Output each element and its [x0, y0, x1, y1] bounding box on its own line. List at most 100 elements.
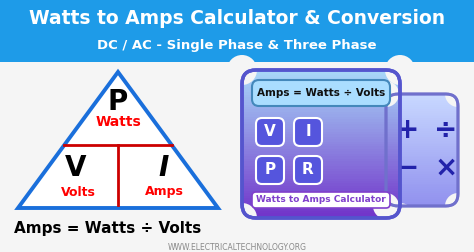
FancyBboxPatch shape: [386, 131, 458, 134]
FancyBboxPatch shape: [242, 137, 400, 140]
FancyBboxPatch shape: [242, 146, 400, 150]
FancyBboxPatch shape: [256, 118, 284, 146]
FancyBboxPatch shape: [242, 112, 400, 115]
FancyBboxPatch shape: [242, 183, 400, 187]
FancyBboxPatch shape: [386, 185, 458, 188]
FancyBboxPatch shape: [242, 208, 400, 212]
Circle shape: [227, 55, 257, 85]
FancyBboxPatch shape: [242, 186, 400, 190]
Text: Watts to Amps Calculator: Watts to Amps Calculator: [256, 196, 386, 205]
FancyBboxPatch shape: [386, 184, 458, 186]
FancyBboxPatch shape: [386, 116, 458, 119]
FancyBboxPatch shape: [242, 213, 400, 216]
FancyBboxPatch shape: [386, 155, 458, 159]
FancyBboxPatch shape: [386, 111, 458, 114]
Circle shape: [373, 81, 399, 107]
FancyBboxPatch shape: [242, 142, 400, 145]
Text: Watts to Amps Calculator & Conversion: Watts to Amps Calculator & Conversion: [29, 9, 445, 27]
FancyBboxPatch shape: [242, 134, 400, 138]
Text: WWW.ELECTRICALTECHNOLOGY.ORG: WWW.ELECTRICALTECHNOLOGY.ORG: [167, 242, 307, 251]
FancyBboxPatch shape: [386, 94, 458, 97]
FancyBboxPatch shape: [386, 161, 458, 164]
FancyBboxPatch shape: [386, 144, 458, 147]
FancyBboxPatch shape: [242, 114, 400, 118]
FancyBboxPatch shape: [386, 204, 458, 207]
Text: Watts: Watts: [95, 115, 141, 129]
FancyBboxPatch shape: [242, 171, 400, 175]
FancyBboxPatch shape: [386, 126, 458, 129]
FancyBboxPatch shape: [242, 73, 400, 76]
FancyBboxPatch shape: [386, 139, 458, 142]
FancyBboxPatch shape: [242, 97, 400, 101]
FancyBboxPatch shape: [242, 178, 400, 182]
FancyBboxPatch shape: [386, 114, 458, 117]
FancyBboxPatch shape: [242, 188, 400, 192]
FancyBboxPatch shape: [386, 122, 458, 125]
FancyBboxPatch shape: [386, 178, 458, 181]
FancyBboxPatch shape: [242, 193, 400, 197]
FancyBboxPatch shape: [386, 141, 458, 144]
FancyBboxPatch shape: [242, 206, 400, 209]
FancyBboxPatch shape: [386, 137, 458, 140]
FancyBboxPatch shape: [242, 144, 400, 147]
Circle shape: [445, 81, 471, 107]
FancyBboxPatch shape: [386, 135, 458, 138]
Text: +: +: [396, 116, 419, 144]
FancyBboxPatch shape: [386, 107, 458, 110]
FancyBboxPatch shape: [386, 109, 458, 112]
FancyBboxPatch shape: [242, 127, 400, 130]
FancyBboxPatch shape: [386, 158, 458, 160]
FancyBboxPatch shape: [242, 201, 400, 204]
FancyBboxPatch shape: [386, 189, 458, 192]
Circle shape: [385, 203, 415, 233]
FancyBboxPatch shape: [386, 193, 458, 196]
Text: ×: ×: [434, 154, 457, 182]
FancyBboxPatch shape: [242, 119, 400, 123]
FancyBboxPatch shape: [242, 129, 400, 133]
FancyBboxPatch shape: [386, 187, 458, 190]
Circle shape: [445, 193, 471, 219]
Text: V: V: [65, 154, 87, 182]
FancyBboxPatch shape: [386, 169, 458, 172]
FancyBboxPatch shape: [242, 181, 400, 184]
FancyBboxPatch shape: [386, 113, 458, 115]
FancyBboxPatch shape: [242, 151, 400, 155]
FancyBboxPatch shape: [242, 105, 400, 108]
FancyBboxPatch shape: [386, 172, 458, 175]
FancyBboxPatch shape: [386, 96, 458, 99]
FancyBboxPatch shape: [386, 146, 458, 149]
Text: R: R: [302, 163, 314, 177]
FancyBboxPatch shape: [386, 195, 458, 198]
FancyBboxPatch shape: [386, 171, 458, 173]
Circle shape: [227, 203, 257, 233]
FancyBboxPatch shape: [386, 191, 458, 194]
FancyBboxPatch shape: [242, 169, 400, 172]
Circle shape: [373, 193, 399, 219]
Text: Volts: Volts: [61, 185, 95, 199]
FancyBboxPatch shape: [386, 167, 458, 170]
FancyBboxPatch shape: [386, 200, 458, 203]
FancyBboxPatch shape: [242, 82, 400, 86]
FancyBboxPatch shape: [294, 118, 322, 146]
Text: DC / AC - Single Phase & Three Phase: DC / AC - Single Phase & Three Phase: [97, 40, 377, 52]
Text: Amps: Amps: [145, 185, 183, 199]
Circle shape: [385, 55, 415, 85]
Text: P: P: [108, 88, 128, 116]
FancyBboxPatch shape: [242, 176, 400, 179]
FancyBboxPatch shape: [242, 90, 400, 93]
Text: −: −: [396, 154, 419, 182]
FancyBboxPatch shape: [242, 211, 400, 214]
FancyBboxPatch shape: [386, 202, 458, 205]
FancyBboxPatch shape: [242, 124, 400, 128]
Text: I: I: [305, 124, 311, 140]
FancyBboxPatch shape: [242, 75, 400, 78]
FancyBboxPatch shape: [242, 149, 400, 152]
FancyBboxPatch shape: [242, 174, 400, 177]
FancyBboxPatch shape: [386, 105, 458, 108]
FancyBboxPatch shape: [242, 117, 400, 120]
Text: Amps = Watts ÷ Volts: Amps = Watts ÷ Volts: [257, 88, 385, 98]
FancyBboxPatch shape: [242, 215, 400, 219]
FancyBboxPatch shape: [242, 100, 400, 103]
FancyBboxPatch shape: [386, 197, 458, 200]
Text: V: V: [264, 124, 276, 140]
